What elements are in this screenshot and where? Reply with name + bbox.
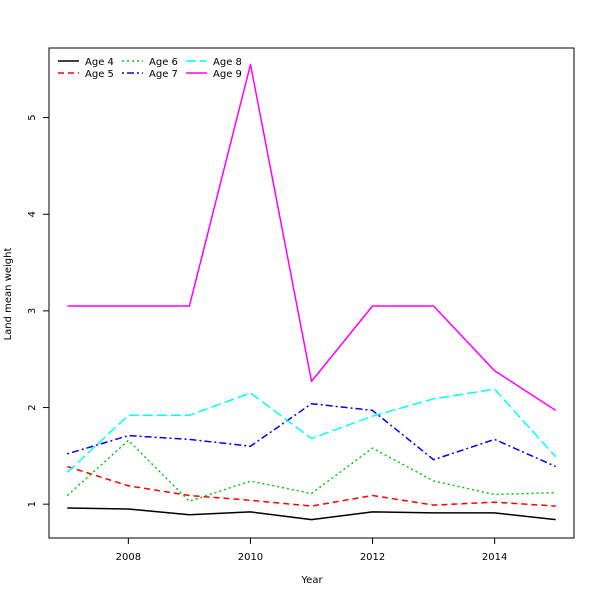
x-tick-label: 2012 <box>360 552 385 563</box>
legend-label: Age 9 <box>213 69 242 80</box>
x-tick-label: 2014 <box>482 552 507 563</box>
y-tick-label: 5 <box>27 114 38 120</box>
x-axis: 2008 2010 2012 2014 <box>116 538 507 563</box>
series-layer <box>66 63 557 521</box>
plot-frame <box>48 47 575 539</box>
legend-label: Age 6 <box>149 57 178 68</box>
y-tick-label: 2 <box>27 404 38 410</box>
x-tick-label: 2008 <box>116 552 141 563</box>
y-tick-label: 1 <box>27 501 38 507</box>
series-line-age-8 <box>66 388 557 473</box>
series-line-age-4 <box>67 507 556 521</box>
y-axis-title: Land mean weight <box>3 248 14 341</box>
series-line-age-5 <box>67 465 556 507</box>
y-tick-label: 4 <box>27 211 38 217</box>
series-line-age-9 <box>67 63 557 412</box>
legend-label: Age 8 <box>213 57 242 68</box>
legend-label: Age 5 <box>85 69 114 80</box>
series-line-age-7 <box>67 402 557 468</box>
legend-label: Age 7 <box>149 69 178 80</box>
x-tick-label: 2010 <box>238 552 263 563</box>
legend-label: Age 4 <box>85 57 114 68</box>
series-line-age-6 <box>66 439 556 503</box>
y-tick-label: 3 <box>27 308 38 314</box>
y-axis: 1 2 3 4 5 <box>27 114 49 507</box>
x-axis-title: Year <box>300 575 323 586</box>
